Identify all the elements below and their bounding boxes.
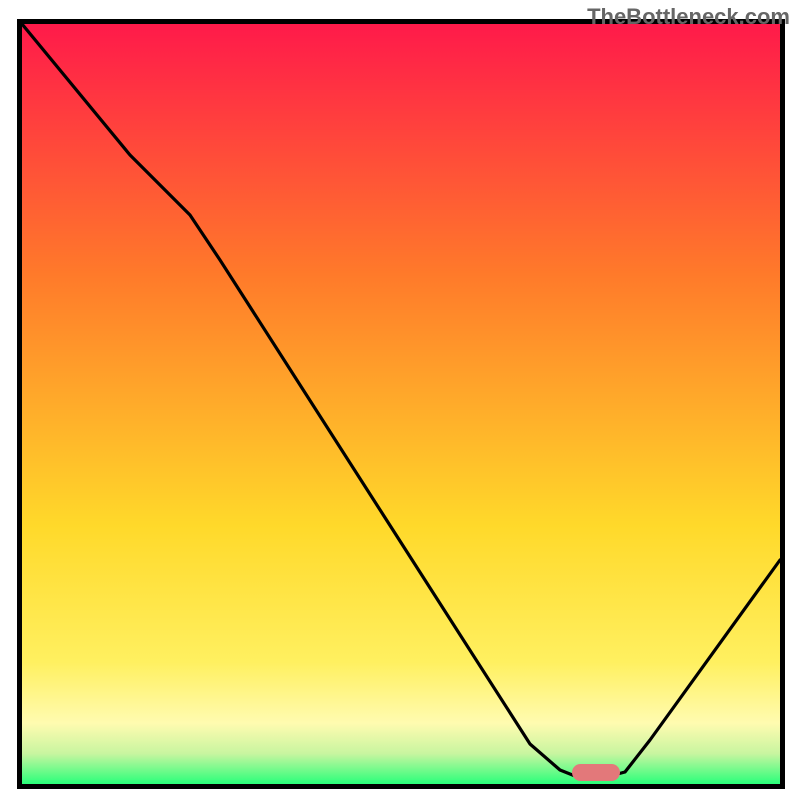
watermark-text: TheBottleneck.com xyxy=(587,4,790,30)
chart-container: TheBottleneck.com xyxy=(0,0,800,800)
plot-gradient-area xyxy=(22,24,780,784)
optimal-marker-pill xyxy=(572,764,620,781)
